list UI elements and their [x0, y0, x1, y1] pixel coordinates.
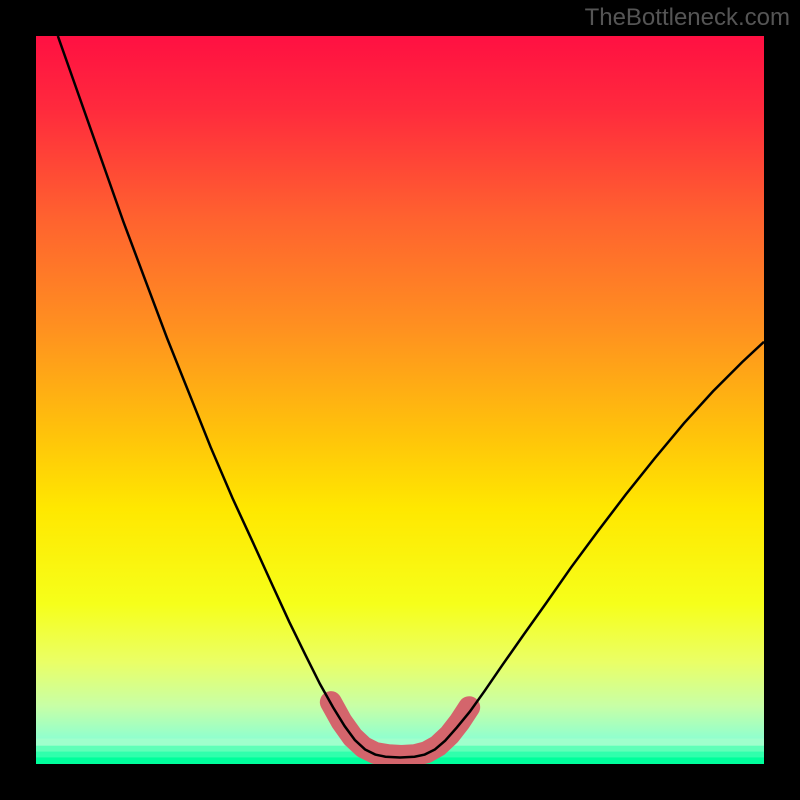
bottleneck-chart: TheBottleneck.com	[0, 0, 800, 800]
chart-canvas	[0, 0, 800, 800]
gradient-background	[36, 36, 764, 764]
